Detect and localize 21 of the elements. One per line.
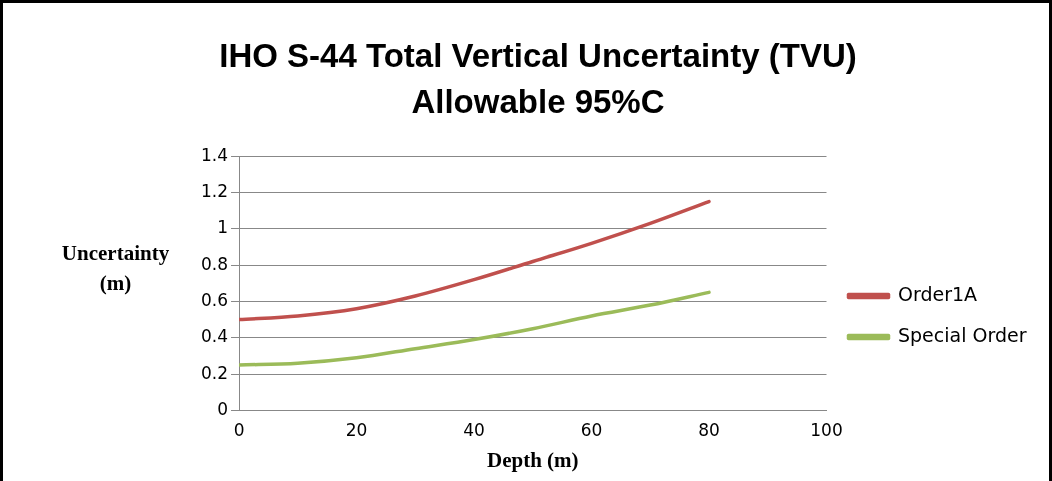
- x-tick-label: 0: [233, 420, 245, 441]
- chart-title: IHO S-44 Total Vertical Uncertainty (TVU) Allowable 95%C: [218, 36, 858, 122]
- legend-label: Order1A: [898, 282, 978, 305]
- x-axis-title: Depth (m): [486, 447, 579, 472]
- x-tick-label: 40: [463, 420, 485, 441]
- y-tick-label: 0.2: [200, 362, 229, 383]
- line-series: [239, 199, 711, 322]
- y-tick-label: 0.6: [200, 289, 229, 310]
- x-tick-label: 20: [345, 420, 368, 441]
- x-tick-label: 80: [698, 420, 720, 441]
- y-tick-label: 1.4: [200, 144, 229, 165]
- y-tick-label: 0.8: [200, 253, 229, 274]
- y-tick-label: 1: [217, 217, 229, 238]
- y-tick-label: 0.4: [200, 326, 229, 347]
- line-series: [239, 290, 711, 367]
- y-axis-title: Uncertainty (m): [60, 240, 171, 297]
- y-tick-label: 1.2: [200, 180, 229, 201]
- y-tick-label: 0: [217, 398, 229, 419]
- x-tick-label: 100: [810, 420, 843, 441]
- x-tick-label: 60: [580, 420, 603, 441]
- legend-label: Special Order: [898, 323, 1027, 346]
